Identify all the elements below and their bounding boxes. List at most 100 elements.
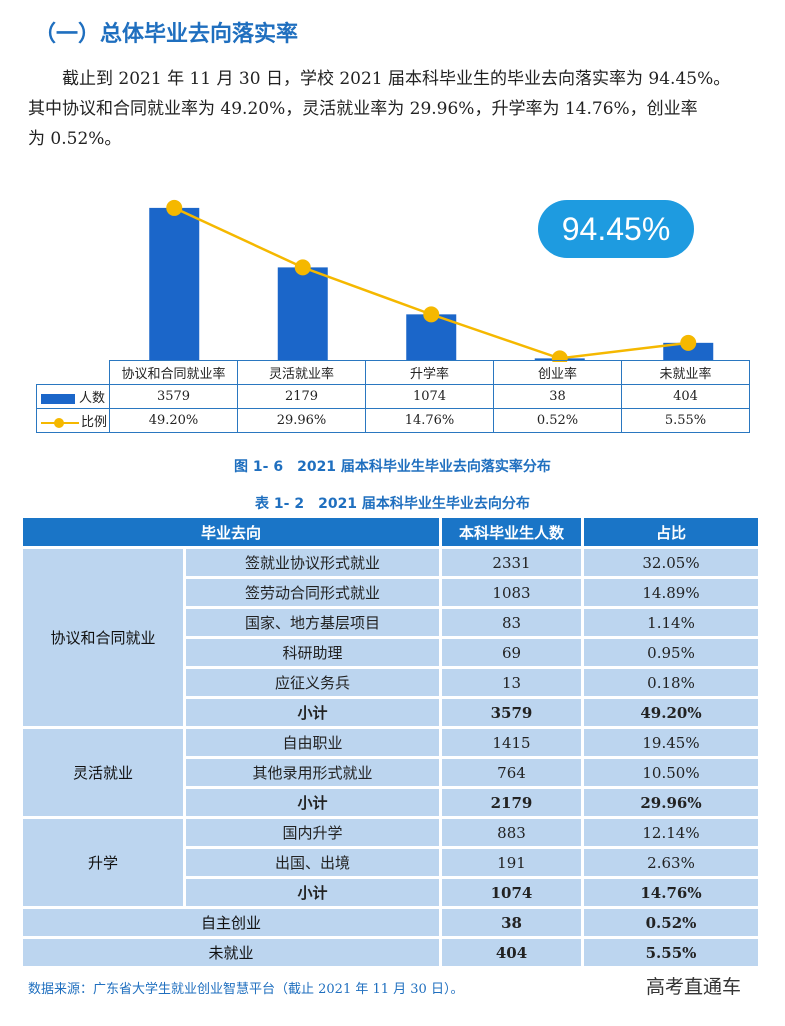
subcategory-cell: 应征义务兵	[186, 669, 439, 696]
header-share: 占比	[584, 518, 758, 546]
header-count: 本科毕业生人数	[442, 518, 581, 546]
category-cell: 未就业	[23, 939, 439, 966]
table-row: 协议和合同就业 签就业协议形式就业 2331 32.05%	[23, 549, 758, 726]
share-cell: 14.89%	[584, 579, 758, 606]
count-cell: 38	[442, 909, 581, 936]
ratio-label: 5.55%	[621, 408, 750, 433]
subtotal-share: 14.76%	[584, 879, 758, 906]
paragraph-line: 为 0.52%。	[28, 129, 122, 149]
category-label: 升学率	[365, 360, 494, 385]
subtotal-share: 49.20%	[584, 699, 758, 726]
share-cell: 0.18%	[584, 669, 758, 696]
count-cell: 13	[442, 669, 581, 696]
count-cell: 1415	[442, 729, 581, 756]
ratio-label: 0.52%	[493, 408, 622, 433]
count-label: 404	[621, 384, 750, 409]
data-source-note: 数据来源：广东省大学生就业创业智慧平台（截止 2021 年 11 月 30 日）…	[28, 982, 464, 997]
subcategory-cell: 出国、出境	[186, 849, 439, 876]
category-label: 协议和合同就业率	[109, 360, 238, 385]
overall-rate-badge: 94.45%	[538, 200, 694, 258]
ratio-label: 29.96%	[237, 408, 366, 433]
subcategory-cell: 国内升学	[186, 819, 439, 846]
subcategory-cell: 国家、地方基层项目	[186, 609, 439, 636]
subcategory-cell: 签劳动合同形式就业	[186, 579, 439, 606]
legend-count: 人数	[36, 384, 110, 409]
subtotal-label: 小计	[186, 879, 439, 906]
category-cell: 升学	[23, 819, 183, 906]
share-cell: 0.95%	[584, 639, 758, 666]
header-destination: 毕业去向	[23, 518, 439, 546]
watermark: 高考直通车	[646, 976, 742, 998]
share-cell: 5.55%	[584, 939, 758, 966]
count-label: 2179	[237, 384, 366, 409]
count-cell: 404	[442, 939, 581, 966]
table-row: 签劳动合同形式就业 1083 14.89%	[23, 579, 758, 606]
table-corner	[36, 360, 110, 385]
ratio-point	[166, 199, 183, 216]
count-bar	[277, 267, 328, 360]
ratio-label: 49.20%	[109, 408, 238, 433]
count-label: 3579	[109, 384, 238, 409]
count-bar	[149, 207, 200, 360]
category-cell: 自主创业	[23, 909, 439, 936]
subtotal-label: 小计	[186, 789, 439, 816]
table-row: 其他录用形式就业 764 10.50%	[23, 759, 758, 786]
table-row: 国家、地方基层项目 83 1.14%	[23, 609, 758, 636]
subtotal-share: 29.96%	[584, 789, 758, 816]
count-label: 38	[493, 384, 622, 409]
subtotal-row: 小计 2179 29.96%	[23, 789, 758, 816]
legend-ratio: 比例	[36, 408, 110, 433]
subtotal-label: 小计	[186, 699, 439, 726]
subtotal-row: 小计 1074 14.76%	[23, 879, 758, 906]
table-row: 出国、出境 191 2.63%	[23, 849, 758, 876]
table-row: 升学 国内升学 883 12.14%	[23, 819, 758, 906]
share-cell: 32.05%	[584, 549, 758, 576]
count-cell: 2331	[442, 549, 581, 576]
ratio-point	[423, 306, 440, 323]
table-row: 自主创业 38 0.52%	[23, 909, 758, 936]
figure-caption: 图 1- 6 2021 届本科毕业生毕业去向落实率分布	[234, 459, 551, 475]
section-heading: （一）总体毕业去向落实率	[34, 22, 299, 47]
paragraph-line: 其中协议和合同就业率为 49.20%，灵活就业率为 29.96%，升学率为 14…	[28, 99, 698, 119]
subcategory-cell: 科研助理	[186, 639, 439, 666]
share-cell: 1.14%	[584, 609, 758, 636]
count-cell: 883	[442, 819, 581, 846]
count-label: 1074	[365, 384, 494, 409]
table-row: 应征义务兵 13 0.18%	[23, 669, 758, 696]
chart-data-table: 协议和合同就业率 灵活就业率 升学率 创业率 未就业率 人数 3579 2179…	[36, 360, 750, 433]
subcategory-cell: 其他录用形式就业	[186, 759, 439, 786]
outcome-table: 毕业去向 本科毕业生人数 占比 协议和合同就业 签就业协议形式就业 2331 3…	[20, 515, 761, 969]
table-row: 灵活就业 自由职业 1415 19.45%	[23, 729, 758, 816]
share-cell: 12.14%	[584, 819, 758, 846]
count-bar	[663, 342, 714, 360]
subtotal-count: 1074	[442, 879, 581, 906]
count-cell: 83	[442, 609, 581, 636]
outcome-chart	[149, 199, 714, 362]
share-cell: 10.50%	[584, 759, 758, 786]
share-cell: 2.63%	[584, 849, 758, 876]
table-row: 未就业 404 5.55%	[23, 939, 758, 966]
table-caption: 表 1- 2 2021 届本科毕业生毕业去向分布	[255, 496, 530, 512]
table-row: 科研助理 69 0.95%	[23, 639, 758, 666]
count-cell: 191	[442, 849, 581, 876]
ratio-label: 14.76%	[365, 408, 494, 433]
category-label: 创业率	[493, 360, 622, 385]
ratio-point	[680, 334, 697, 351]
subtotal-count: 2179	[442, 789, 581, 816]
count-cell: 764	[442, 759, 581, 786]
line-legend-swatch	[41, 417, 79, 429]
share-cell: 19.45%	[584, 729, 758, 756]
summary-paragraph: 截止到 2021 年 11 月 30 日，学校 2021 届本科毕业生的毕业去向…	[28, 64, 758, 154]
bar-legend-swatch	[41, 393, 75, 404]
category-label: 灵活就业率	[237, 360, 366, 385]
count-cell: 1083	[442, 579, 581, 606]
category-cell: 协议和合同就业	[23, 549, 183, 726]
subcategory-cell: 签就业协议形式就业	[186, 549, 439, 576]
subtotal-row: 小计 3579 49.20%	[23, 699, 758, 726]
paragraph-line: 截止到 2021 年 11 月 30 日，学校 2021 届本科毕业生的毕业去向…	[62, 69, 731, 89]
count-cell: 69	[442, 639, 581, 666]
category-label: 未就业率	[621, 360, 750, 385]
ratio-point	[551, 350, 568, 362]
category-cell: 灵活就业	[23, 729, 183, 816]
subcategory-cell: 自由职业	[186, 729, 439, 756]
